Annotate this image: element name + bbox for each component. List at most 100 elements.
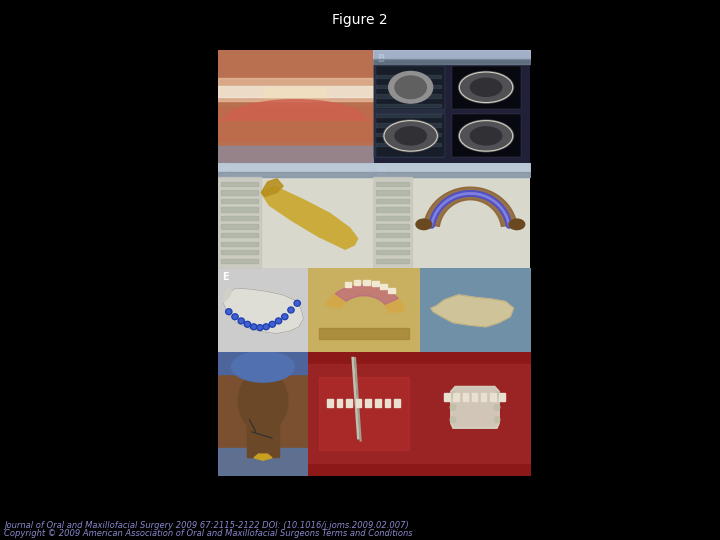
Circle shape [225, 309, 232, 315]
Ellipse shape [470, 78, 502, 96]
Bar [420, 268, 530, 352]
Text: I: I [312, 356, 315, 366]
Circle shape [275, 318, 282, 324]
Bar [372, 281, 379, 286]
Circle shape [246, 322, 249, 326]
Circle shape [450, 392, 456, 398]
Bar [499, 393, 505, 401]
Polygon shape [222, 287, 232, 302]
Bar [345, 282, 351, 287]
Bar [451, 66, 521, 109]
Circle shape [416, 219, 432, 230]
Bar [376, 66, 445, 109]
Circle shape [251, 324, 257, 330]
Circle shape [494, 416, 500, 423]
Bar [462, 393, 468, 401]
Bar [218, 163, 373, 268]
Text: Figure 2: Figure 2 [332, 13, 388, 27]
Polygon shape [261, 186, 358, 249]
Bar [373, 163, 530, 268]
Circle shape [509, 219, 525, 230]
Circle shape [264, 325, 268, 328]
Bar [346, 399, 352, 407]
Text: B: B [377, 54, 384, 64]
Bar [472, 393, 477, 401]
Polygon shape [254, 454, 272, 460]
Bar [420, 352, 530, 475]
Circle shape [450, 404, 456, 410]
Circle shape [238, 318, 244, 324]
Bar [388, 288, 395, 293]
Polygon shape [261, 186, 358, 249]
Bar [354, 280, 360, 285]
Ellipse shape [232, 352, 294, 382]
Bar [337, 399, 342, 407]
Circle shape [233, 315, 237, 319]
Ellipse shape [395, 127, 426, 145]
Bar [356, 399, 361, 407]
Circle shape [294, 300, 300, 306]
Text: D: D [377, 167, 385, 177]
Bar [380, 284, 387, 289]
Bar [218, 268, 308, 352]
Circle shape [258, 326, 261, 329]
Circle shape [288, 307, 294, 313]
Circle shape [252, 325, 256, 328]
Bar [327, 399, 333, 407]
Circle shape [282, 314, 288, 320]
Circle shape [289, 308, 293, 312]
Bar [366, 399, 371, 407]
Ellipse shape [459, 71, 513, 103]
Text: Journal of Oral and Maxillofacial Surgery 2009 67:2115-2122 DOI: (10.1016/j.joms: Journal of Oral and Maxillofacial Surger… [4, 522, 409, 530]
Text: E: E [222, 272, 229, 282]
Text: Copyright © 2009 American Association of Oral and Maxillofacial Surgeons Terms a: Copyright © 2009 American Association of… [4, 530, 413, 538]
Bar [218, 50, 373, 163]
Polygon shape [336, 285, 398, 305]
Polygon shape [325, 285, 404, 312]
Bar [247, 414, 279, 456]
Circle shape [263, 324, 269, 330]
Bar [444, 393, 450, 401]
Polygon shape [261, 179, 283, 197]
Ellipse shape [238, 370, 288, 432]
Bar [451, 114, 521, 157]
Bar [395, 399, 400, 407]
Circle shape [395, 76, 426, 99]
Polygon shape [218, 100, 373, 120]
Bar [454, 393, 459, 401]
Text: J: J [424, 356, 428, 366]
Circle shape [276, 319, 280, 322]
Ellipse shape [470, 127, 502, 145]
Polygon shape [222, 288, 304, 334]
Circle shape [494, 392, 500, 398]
Circle shape [271, 322, 274, 326]
Bar [375, 399, 381, 407]
Bar [481, 393, 487, 401]
Circle shape [494, 404, 500, 410]
Bar [384, 399, 390, 407]
Circle shape [450, 416, 456, 423]
Bar [373, 50, 530, 163]
Circle shape [283, 315, 287, 319]
Circle shape [227, 310, 230, 313]
Text: H: H [222, 356, 230, 366]
Circle shape [269, 321, 276, 327]
Text: G: G [424, 272, 432, 282]
Circle shape [244, 321, 251, 327]
Polygon shape [451, 387, 499, 428]
Text: F: F [312, 272, 319, 282]
Polygon shape [424, 187, 517, 226]
Circle shape [232, 314, 238, 320]
Text: A: A [222, 54, 230, 64]
Bar [376, 114, 445, 157]
Circle shape [240, 319, 243, 322]
Polygon shape [431, 295, 513, 327]
Ellipse shape [383, 120, 438, 152]
Circle shape [257, 325, 263, 330]
Bar [218, 352, 308, 475]
Bar [308, 268, 420, 352]
Circle shape [389, 71, 433, 103]
Bar [363, 280, 369, 285]
Circle shape [295, 302, 299, 305]
Bar [490, 393, 495, 401]
